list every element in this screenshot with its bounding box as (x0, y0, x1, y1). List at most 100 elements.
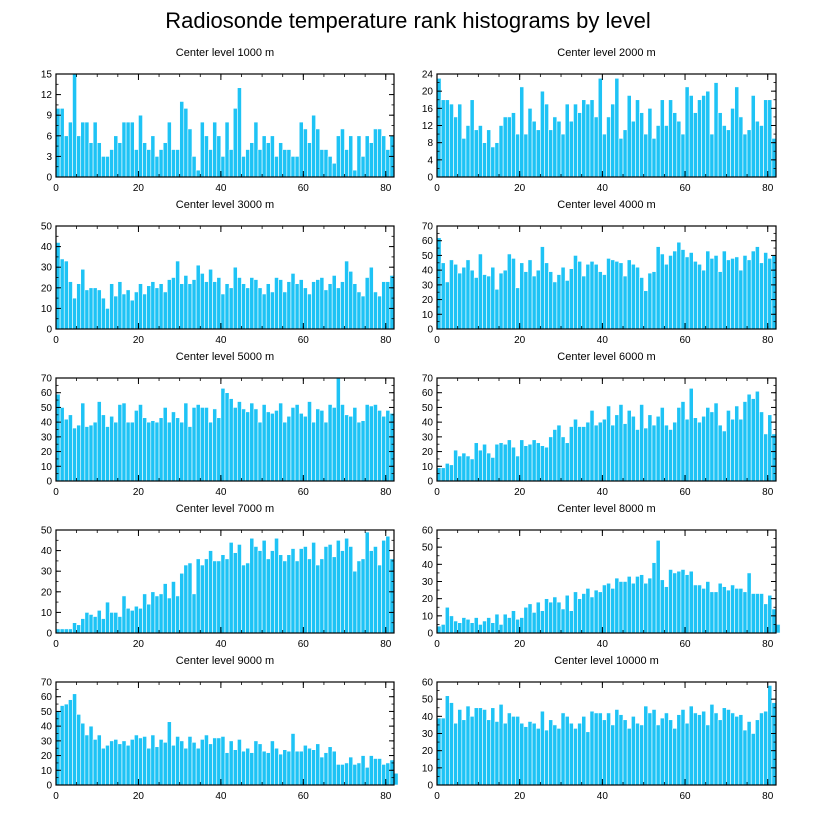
bar (220, 293, 226, 330)
bar (150, 281, 156, 330)
x-tick-label: 60 (298, 487, 310, 498)
bar (187, 283, 193, 330)
bar (59, 628, 65, 634)
bar (527, 259, 533, 330)
bar (515, 287, 520, 330)
bar (294, 404, 300, 482)
bar (80, 618, 86, 634)
bar (282, 749, 288, 786)
bar (738, 714, 744, 786)
y-tick-label: 30 (41, 736, 53, 747)
bar (377, 128, 382, 178)
bar (175, 417, 180, 482)
bar (589, 410, 595, 482)
bar (385, 149, 391, 178)
bar (717, 424, 723, 482)
y-tick-label: 30 (422, 577, 434, 588)
bar (63, 628, 69, 634)
bar (643, 133, 649, 178)
panel-title: Center level 3000 m (176, 199, 274, 211)
bar (726, 589, 731, 634)
bar (249, 142, 255, 178)
bar (228, 149, 234, 178)
bar (298, 750, 304, 786)
bar (385, 762, 391, 786)
y-tick-label: 0 (427, 173, 433, 184)
bar (759, 125, 764, 178)
bar (270, 291, 275, 330)
bar (552, 429, 558, 482)
bar (298, 413, 304, 482)
bar (154, 746, 160, 786)
bar (647, 414, 653, 482)
bar (331, 556, 337, 634)
bar (709, 591, 715, 634)
y-tick-label: 8 (427, 138, 433, 149)
bar (506, 617, 512, 634)
bar (125, 744, 131, 786)
y-tick-label: 30 (41, 432, 53, 443)
bar (199, 564, 205, 634)
bar (556, 728, 562, 786)
bar (552, 116, 558, 178)
bar (389, 558, 395, 634)
y-tick-label: 40 (41, 242, 53, 253)
bar (253, 546, 259, 634)
bar (478, 125, 483, 178)
bar (179, 740, 185, 786)
y-tick-label: 60 (422, 236, 434, 247)
bar (465, 125, 471, 178)
y-tick-label: 0 (427, 477, 433, 488)
x-tick-label: 80 (380, 487, 392, 498)
bar (216, 417, 222, 482)
y-tick-label: 50 (422, 543, 434, 554)
bar (175, 260, 180, 330)
bar (80, 722, 86, 786)
bar (585, 103, 591, 178)
y-tick-label: 40 (41, 722, 53, 733)
bar (352, 407, 358, 482)
bar (315, 408, 321, 482)
bar (171, 744, 176, 786)
bar (585, 588, 591, 634)
panel-9: Center level 9000 m 0 10 20 30 40 50 60 70 0 20 40 6… (41, 655, 399, 802)
bar (602, 418, 607, 482)
panel-4: Center level 4000 m 0 10 20 30 40 50 60 70 0 20 40 6… (422, 199, 777, 346)
bar (713, 255, 719, 330)
bar (105, 744, 110, 786)
bar (68, 414, 73, 482)
bar (199, 739, 205, 786)
bar (138, 404, 143, 482)
bar (742, 401, 748, 482)
bar (651, 562, 657, 634)
bar (630, 263, 636, 330)
bar (540, 445, 545, 482)
bar (622, 719, 628, 786)
bar (614, 414, 620, 482)
bar (763, 710, 769, 786)
bar (734, 256, 740, 330)
bar (721, 586, 727, 634)
bar (444, 281, 450, 330)
bar (440, 717, 446, 786)
bar (278, 142, 284, 178)
bar (84, 426, 90, 482)
panel-title: Center level 8000 m (557, 503, 655, 515)
bar (494, 613, 500, 634)
bar (364, 531, 370, 634)
bar (506, 253, 512, 330)
bar (146, 285, 152, 330)
x-tick-label: 40 (597, 639, 609, 650)
bar (684, 722, 690, 786)
x-tick-label: 80 (762, 639, 774, 650)
bar (705, 90, 711, 178)
bar (639, 112, 645, 178)
bar (76, 135, 82, 178)
bar (697, 714, 702, 786)
bar (763, 252, 769, 330)
bar (68, 699, 73, 786)
bar (552, 281, 558, 330)
bar (249, 537, 255, 634)
bar (356, 135, 362, 178)
bar (713, 82, 719, 178)
